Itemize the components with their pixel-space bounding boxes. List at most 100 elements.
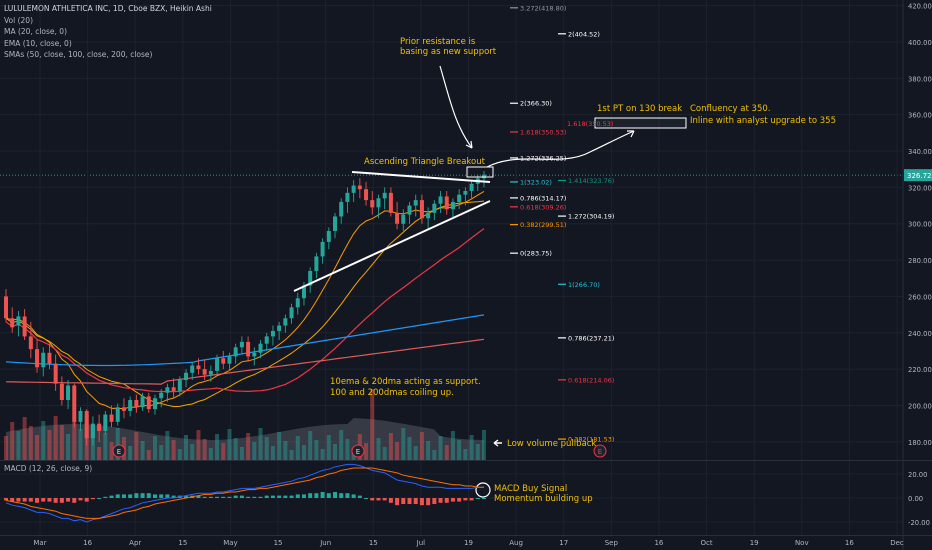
macd-histogram-bar <box>227 496 232 498</box>
candle-body <box>277 325 282 331</box>
volume-bar <box>97 447 102 460</box>
pt-box-label: 1.618(350.53) <box>567 120 613 128</box>
volume-bar <box>314 440 319 460</box>
volume-bar <box>345 439 350 460</box>
x-tick-label: Aug <box>509 539 523 547</box>
macd-histogram-bar <box>90 498 95 500</box>
fib-label: 0.618(309.26) <box>520 203 566 211</box>
volume-bar <box>227 429 232 460</box>
candle-body <box>382 192 387 199</box>
legend: LULULEMON ATHLETICA INC, 1D, Cboe BZX, H… <box>4 3 212 61</box>
macd-histogram-bar <box>221 496 226 498</box>
macd-histogram-bar <box>270 495 275 498</box>
volume-bar <box>382 447 387 460</box>
volume-bar <box>165 431 170 460</box>
fib-label: 1.272(336.25) <box>520 154 566 162</box>
x-tick-label: 17 <box>559 539 568 547</box>
x-tick-label: Sep <box>605 539 619 547</box>
volume-bar <box>438 436 443 460</box>
macd-signal-line-2: Momentum building up <box>494 494 593 504</box>
volume-bar <box>128 446 133 460</box>
volume-bar <box>152 436 157 460</box>
x-tick-label: Dec <box>890 539 904 547</box>
volume-bar <box>16 431 21 460</box>
x-tick-label: Nov <box>795 539 809 547</box>
volume-bar <box>190 444 195 460</box>
volume-bar <box>239 447 244 460</box>
y-tick-label: 200.00 <box>908 402 932 410</box>
macd-histogram-bar <box>457 498 462 502</box>
fib-label: 2(404.52) <box>568 30 600 38</box>
macd-histogram-bar <box>314 493 319 498</box>
candle-body <box>438 196 443 204</box>
macd-histogram-bar <box>320 492 325 498</box>
y-tick-label: 320.00 <box>908 184 932 192</box>
macd-histogram-bar <box>10 498 15 502</box>
volume-bar <box>146 450 151 460</box>
macd-histogram-bar <box>22 498 27 502</box>
fib-label: 0.382(299.51) <box>520 221 566 229</box>
macd-histogram-bar <box>326 493 331 498</box>
candle-body <box>66 385 71 401</box>
macd-histogram-bar <box>103 496 108 498</box>
earnings-marker-2: E <box>356 448 360 456</box>
candle-body <box>221 358 226 364</box>
candle-body <box>314 256 319 271</box>
candle-body <box>146 396 151 410</box>
y-tick-label: 420.00 <box>908 3 932 11</box>
x-tick-label: Jul <box>416 539 426 547</box>
candle-body <box>97 423 102 431</box>
candle-body <box>233 347 238 357</box>
macd-histogram-bar <box>233 495 238 498</box>
y-tick-label: 260.00 <box>908 293 932 301</box>
macd-histogram-bar <box>339 493 344 498</box>
candle-body <box>264 336 269 344</box>
candle-body <box>333 216 338 231</box>
candle-body <box>395 212 400 224</box>
volume-bar <box>47 430 52 460</box>
volume-bar <box>339 430 344 460</box>
candle-body <box>190 365 195 373</box>
macd-histogram-bar <box>146 493 151 498</box>
macd-histogram-bar <box>72 498 77 503</box>
candle-body <box>128 400 133 411</box>
candle-body <box>457 194 462 202</box>
y-tick-label: 240.00 <box>908 330 932 338</box>
macd-histogram-bar <box>59 498 64 503</box>
macd-tick-label: 0.00 <box>908 495 923 503</box>
fib-label: 1.414(323.76) <box>568 177 614 185</box>
fib-label: 1.272(304.19) <box>568 213 614 221</box>
volume-bar <box>333 444 338 460</box>
macd-histogram-bar <box>364 498 369 499</box>
macd-histogram-bar <box>109 495 114 498</box>
macd-histogram-bar <box>215 496 220 498</box>
last-price-tag <box>904 169 932 182</box>
candle-body <box>450 201 455 210</box>
macd-histogram-bar <box>202 496 207 498</box>
macd-histogram-bar <box>140 493 145 498</box>
ma20-line <box>5 200 485 408</box>
macd-histogram-bar <box>53 498 58 503</box>
candle-body <box>444 196 449 210</box>
volume-bar <box>103 433 108 460</box>
macd-histogram-bar <box>246 496 251 498</box>
candle-body <box>419 200 424 219</box>
macd-histogram-bar <box>35 498 40 503</box>
fib-label: 1(266.70) <box>568 281 600 289</box>
y-tick-label: 380.00 <box>908 75 932 83</box>
volume-bar <box>53 416 58 460</box>
candle-body <box>357 185 362 190</box>
macd-signal-line-1: MACD Buy Signal <box>494 484 567 494</box>
fib-label: 3.272(418.80) <box>520 4 566 12</box>
x-tick-label: Jun <box>319 539 331 547</box>
macd-histogram-bar <box>469 498 474 501</box>
volume-bar <box>444 445 449 460</box>
volume-bar <box>41 421 46 460</box>
volume-bar <box>109 442 114 460</box>
fib-label: 0(283.75) <box>520 250 552 258</box>
candle-body <box>72 385 77 422</box>
volume-bar <box>413 446 418 460</box>
